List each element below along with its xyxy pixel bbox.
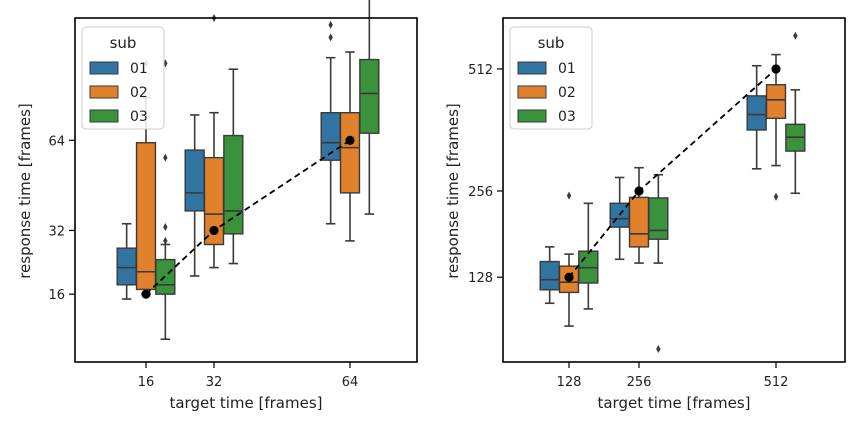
outlier-point (163, 223, 168, 232)
y-tick-label: 256 (468, 185, 493, 200)
y-tick-label: 16 (48, 288, 65, 303)
legend-box (509, 26, 593, 130)
box (339, 112, 361, 194)
box (765, 84, 787, 119)
reference-line (145, 139, 351, 295)
boxplot-03-64 (359, 0, 380, 215)
reference-point (564, 272, 574, 282)
y-tick-label: 512 (468, 63, 493, 78)
boxplot-03-32 (223, 68, 244, 265)
reference-point (209, 225, 219, 236)
outlier-point (163, 236, 168, 245)
outlier-point (163, 153, 168, 162)
legend-swatch-01 (517, 61, 547, 75)
legend-swatch-02 (517, 85, 547, 99)
legend-swatch-02 (89, 85, 119, 99)
box (223, 134, 244, 235)
boxplot-02-256 (628, 166, 650, 264)
outlier-point (793, 31, 798, 40)
reference-point (141, 289, 151, 299)
box (135, 142, 157, 291)
legend-swatch-01 (89, 61, 119, 75)
x-tick-label: 64 (342, 375, 359, 390)
x-tick-label: 16 (138, 375, 155, 390)
boxplot-02-64 (339, 51, 361, 242)
boxplot-03-128 (578, 202, 599, 310)
box (184, 149, 205, 212)
y-axis-label: response time [frames] (444, 103, 462, 279)
outlier-point (773, 192, 779, 201)
box (539, 260, 560, 291)
box (746, 95, 767, 131)
reference-point (345, 135, 355, 145)
boxplot-03-512 (785, 31, 806, 195)
legend-label-03: 03 (558, 109, 576, 125)
boxplot-03-256 (648, 173, 669, 353)
boxplot-01-16 (116, 222, 137, 300)
outlier-point (328, 33, 333, 42)
boxplot-01-256 (609, 176, 630, 261)
legend-box (81, 26, 165, 130)
y-axis-label: response time [frames] (16, 103, 34, 279)
boxplot-01-64 (320, 20, 341, 225)
legend-title: sub (110, 34, 137, 52)
x-tick-label: 32 (206, 375, 223, 390)
reference-point (771, 64, 781, 74)
axes-frame (74, 17, 418, 363)
x-tick-label: 512 (764, 375, 789, 390)
legend-label-03: 03 (130, 109, 148, 125)
y-tick-label: 128 (468, 271, 493, 286)
legend: sub 01 02 03 (509, 26, 593, 130)
right-panel: 128 256 512 128 256 512 target time [frames] re… (444, 17, 846, 412)
boxplot-01-128 (539, 246, 560, 305)
legend-label-02: 02 (558, 85, 576, 101)
left-panel: 16 32 64 16 32 64 target time [frames] response… (16, 0, 418, 412)
boxplot-02-16 (135, 59, 157, 295)
y-tick-label: 32 (48, 224, 65, 239)
outlier-point (328, 20, 333, 29)
legend-swatch-03 (89, 109, 119, 123)
box (116, 247, 137, 286)
box (359, 58, 380, 134)
x-tick-label: 128 (557, 375, 582, 390)
boxplot-01-512 (746, 64, 767, 170)
legend-title: sub (538, 34, 565, 52)
box (648, 197, 669, 240)
boxplot-02-512 (765, 53, 787, 201)
legend-label-01: 01 (558, 61, 576, 77)
y-tick-label: 64 (48, 134, 65, 149)
reference-point (634, 186, 644, 196)
boxplot-01-32 (184, 114, 205, 277)
legend-swatch-03 (517, 109, 547, 123)
outlier-point (656, 344, 661, 353)
boxplot-02-128 (558, 191, 580, 327)
legend-label-02: 02 (130, 85, 148, 101)
x-axis-label: target time [frames] (169, 394, 322, 412)
x-axis-label: target time [frames] (597, 394, 750, 412)
legend: sub 01 02 03 (81, 26, 165, 130)
legend-label-01: 01 (130, 61, 148, 77)
axes-frame (502, 17, 846, 363)
x-tick-label: 256 (627, 375, 652, 390)
reference-line (568, 68, 777, 278)
box (628, 196, 650, 248)
outlier-point (566, 191, 572, 200)
